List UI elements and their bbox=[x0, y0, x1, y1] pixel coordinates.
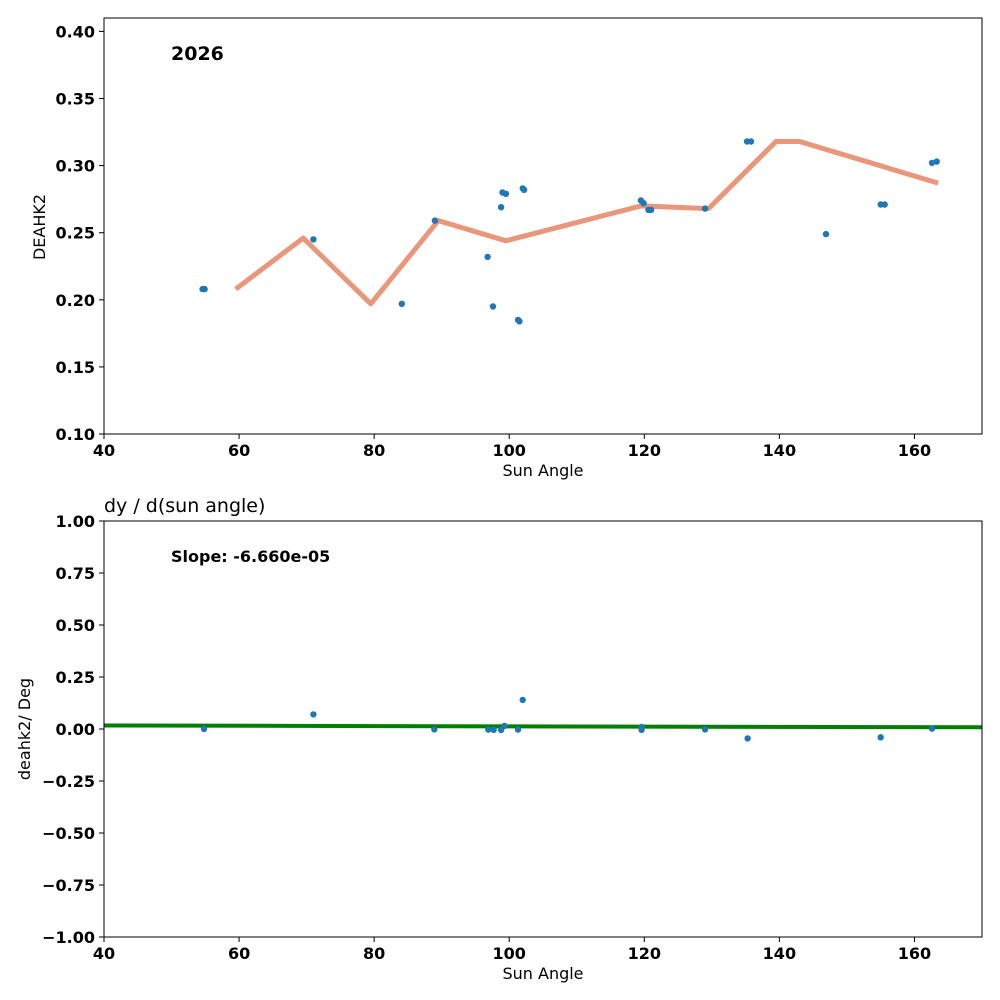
bottom-chart-data-point bbox=[485, 726, 492, 733]
top-chart-data-point bbox=[516, 318, 523, 325]
top-chart-data-point bbox=[497, 204, 505, 211]
top-chart-ytick-label: 0.15 bbox=[56, 358, 95, 377]
top-chart-xtick-label: 80 bbox=[363, 441, 385, 460]
top-chart-data-point bbox=[881, 201, 888, 208]
bottom-chart-ytick-label: −1.00 bbox=[42, 928, 95, 947]
bottom-chart-ytick-label: 0.00 bbox=[56, 720, 95, 739]
top-chart-data-point bbox=[640, 200, 647, 207]
top-chart-xtick-label: 120 bbox=[628, 441, 661, 460]
top-chart-data-point bbox=[502, 190, 510, 197]
bottom-chart-data-point bbox=[501, 722, 508, 730]
top-chart-ytick-label: 0.40 bbox=[56, 22, 95, 41]
top-chart-data-point bbox=[310, 236, 317, 243]
bottom-chart-data-point bbox=[514, 726, 522, 733]
top-chart-data-point bbox=[701, 205, 709, 212]
bottom-chart-data-point bbox=[490, 726, 497, 733]
bottom-chart-xtick-label: 140 bbox=[763, 944, 796, 963]
top-chart-xlabel: Sun Angle bbox=[502, 461, 583, 480]
top-chart-data-point bbox=[398, 300, 405, 307]
bottom-chart-xtick-label: 120 bbox=[628, 944, 661, 963]
bottom-chart-ytick-label: 0.50 bbox=[56, 616, 95, 635]
top-chart-ytick-label: 0.35 bbox=[56, 90, 95, 109]
bottom-chart-data-point bbox=[744, 735, 751, 742]
top-chart-ytick-label: 0.20 bbox=[56, 291, 95, 310]
bottom-chart-ytick-label: 0.25 bbox=[56, 668, 95, 687]
bottom-chart-xtick-label: 80 bbox=[363, 944, 385, 963]
bottom-chart-xtick-label: 60 bbox=[228, 944, 250, 963]
bottom-chart-data-point bbox=[200, 725, 208, 733]
top-chart-ytick-label: 0.25 bbox=[56, 224, 95, 243]
top-chart-data-point bbox=[431, 217, 439, 224]
bottom-chart-trend-line bbox=[104, 723, 982, 730]
top-chart-data-point bbox=[484, 253, 491, 261]
top-chart-ylabel: DEAHK2 bbox=[30, 194, 49, 260]
top-chart-xtick-label: 160 bbox=[898, 441, 931, 460]
bottom-chart-xtick-label: 40 bbox=[93, 944, 115, 963]
top-chart-data-point bbox=[747, 138, 755, 145]
top-chart-data-point bbox=[520, 186, 528, 193]
top-chart-ytick-label: 0.30 bbox=[56, 157, 95, 176]
bottom-chart-ytick-label: 0.75 bbox=[56, 564, 95, 583]
top-chart-annotation: 2026 bbox=[171, 43, 224, 65]
top-chart-xtick-label: 60 bbox=[228, 441, 250, 460]
bottom-chart-ytick-label: −0.75 bbox=[42, 876, 95, 895]
bottom-chart-ylabel: deahk2/ Deg bbox=[15, 678, 34, 780]
top-chart-data-point bbox=[822, 230, 830, 238]
top-chart-axes-frame bbox=[103, 17, 983, 435]
top-chart-xtick-label: 40 bbox=[93, 441, 115, 460]
bottom-chart-title: dy / d(sun angle) bbox=[104, 495, 265, 517]
bottom-chart-panel: dy / d(sun angle) Slope: -6.660e-05 Sun … bbox=[15, 495, 983, 983]
bottom-chart-ytick-label: 1.00 bbox=[56, 512, 95, 531]
top-chart-ytick-label: 0.10 bbox=[56, 425, 95, 444]
bottom-chart-xlabel: Sun Angle bbox=[502, 964, 583, 983]
bottom-chart-data-point bbox=[638, 726, 645, 733]
bottom-chart-ytick-label: −0.50 bbox=[42, 824, 95, 843]
bottom-chart-data-point bbox=[310, 711, 317, 718]
bottom-chart-data-point bbox=[877, 734, 884, 741]
bottom-chart-data-point bbox=[928, 725, 936, 732]
bottom-chart-data-point bbox=[519, 696, 526, 704]
top-chart-trend-line bbox=[234, 139, 939, 307]
bottom-chart-data-point bbox=[701, 726, 709, 733]
top-chart-data-point bbox=[201, 285, 208, 293]
top-chart-data-point bbox=[489, 303, 497, 310]
bottom-chart-annotation: Slope: -6.660e-05 bbox=[171, 547, 330, 566]
top-chart-data-point bbox=[933, 158, 940, 165]
bottom-chart-data-point bbox=[431, 726, 438, 733]
top-chart-data-point bbox=[647, 206, 655, 214]
top-chart-panel: 2026 Sun Angle DEAHK2 40 60 80 100 120 140 160… bbox=[30, 17, 983, 480]
top-chart-xtick-label: 100 bbox=[493, 441, 526, 460]
bottom-chart-xtick-label: 160 bbox=[898, 944, 931, 963]
bottom-chart-xtick-label: 100 bbox=[493, 944, 526, 963]
bottom-chart-ytick-label: −0.25 bbox=[42, 772, 95, 791]
top-chart-xtick-label: 140 bbox=[763, 441, 796, 460]
